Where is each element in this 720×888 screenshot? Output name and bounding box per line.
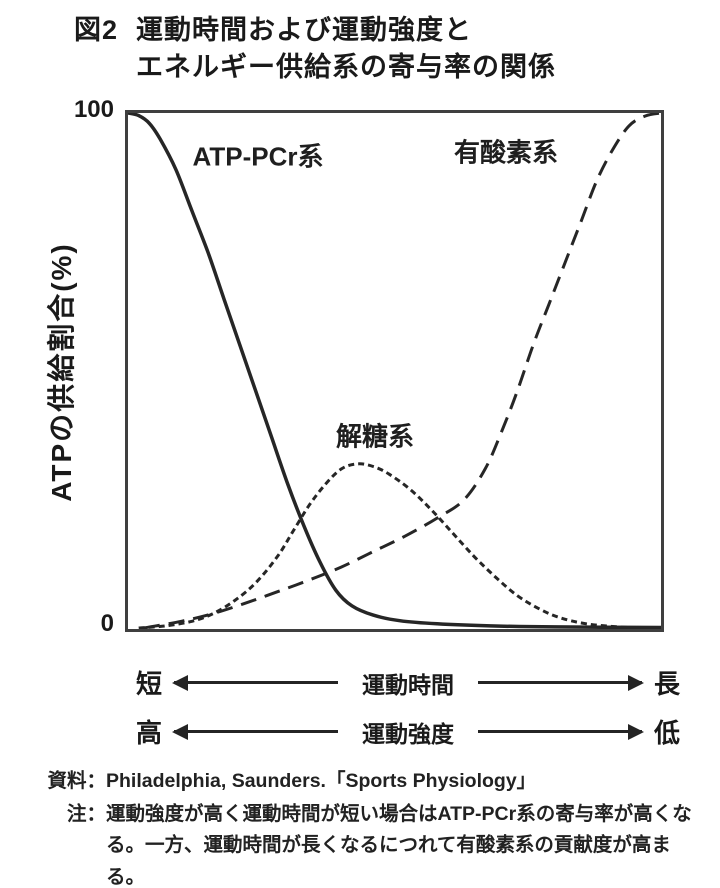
exercise-intensity-row: 高 運動強度 低: [136, 713, 680, 750]
y-axis-label: ATPの供給割合(%): [46, 242, 77, 502]
y-tick-0: 0: [100, 610, 114, 637]
figure-number: 図2: [74, 15, 119, 45]
figure-title-line2: エネルギー供給系の寄与率の関係: [136, 52, 557, 82]
note-text: 運動強度が高く運動時間が短い場合はATP-PCr系の寄与率が高くなる。一方、運動…: [106, 803, 692, 888]
curve-label-atp-pcr: ATP-PCr系: [192, 141, 324, 172]
label-high: 高: [136, 718, 163, 748]
label-exercise-time: 運動時間: [362, 671, 454, 698]
source-text: Philadelphia, Saunders.「Sports Physiolog…: [106, 770, 537, 792]
label-exercise-intensity: 運動強度: [362, 720, 454, 747]
right-arrow-icon: [478, 730, 642, 733]
curves-svg: [128, 113, 661, 629]
figure-title-line1: 運動時間および運動強度と: [136, 15, 473, 45]
label-long: 長: [653, 669, 680, 699]
label-short: 短: [136, 669, 163, 699]
note-label: 注：: [66, 803, 106, 826]
figure-footer: 資料： Philadelphia, Saunders.「Sports Physi…: [20, 766, 702, 888]
source-label: 資料：: [47, 770, 106, 792]
exercise-time-row: 短 運動時間 長: [136, 664, 680, 701]
y-tick-100: 100: [73, 96, 114, 123]
figure-title-lines: 運動時間および運動強度と エネルギー供給系の寄与率の関係: [136, 12, 556, 86]
plot-area: ATP-PCr系 有酸素系 解糖系: [125, 110, 664, 632]
figure-title: 図2 運動時間および運動強度と エネルギー供給系の寄与率の関係: [74, 12, 556, 86]
x-axis-annotations: 短 運動時間 長 高 運動強度 低: [136, 664, 680, 750]
right-arrow-icon: [478, 681, 642, 684]
left-arrow-icon: [174, 730, 338, 733]
curve-label-glycolytic: 解糖系: [335, 421, 415, 452]
left-arrow-icon: [174, 681, 338, 684]
curve-label-aerobic: 有酸素系: [453, 137, 559, 168]
label-low: 低: [653, 718, 680, 748]
